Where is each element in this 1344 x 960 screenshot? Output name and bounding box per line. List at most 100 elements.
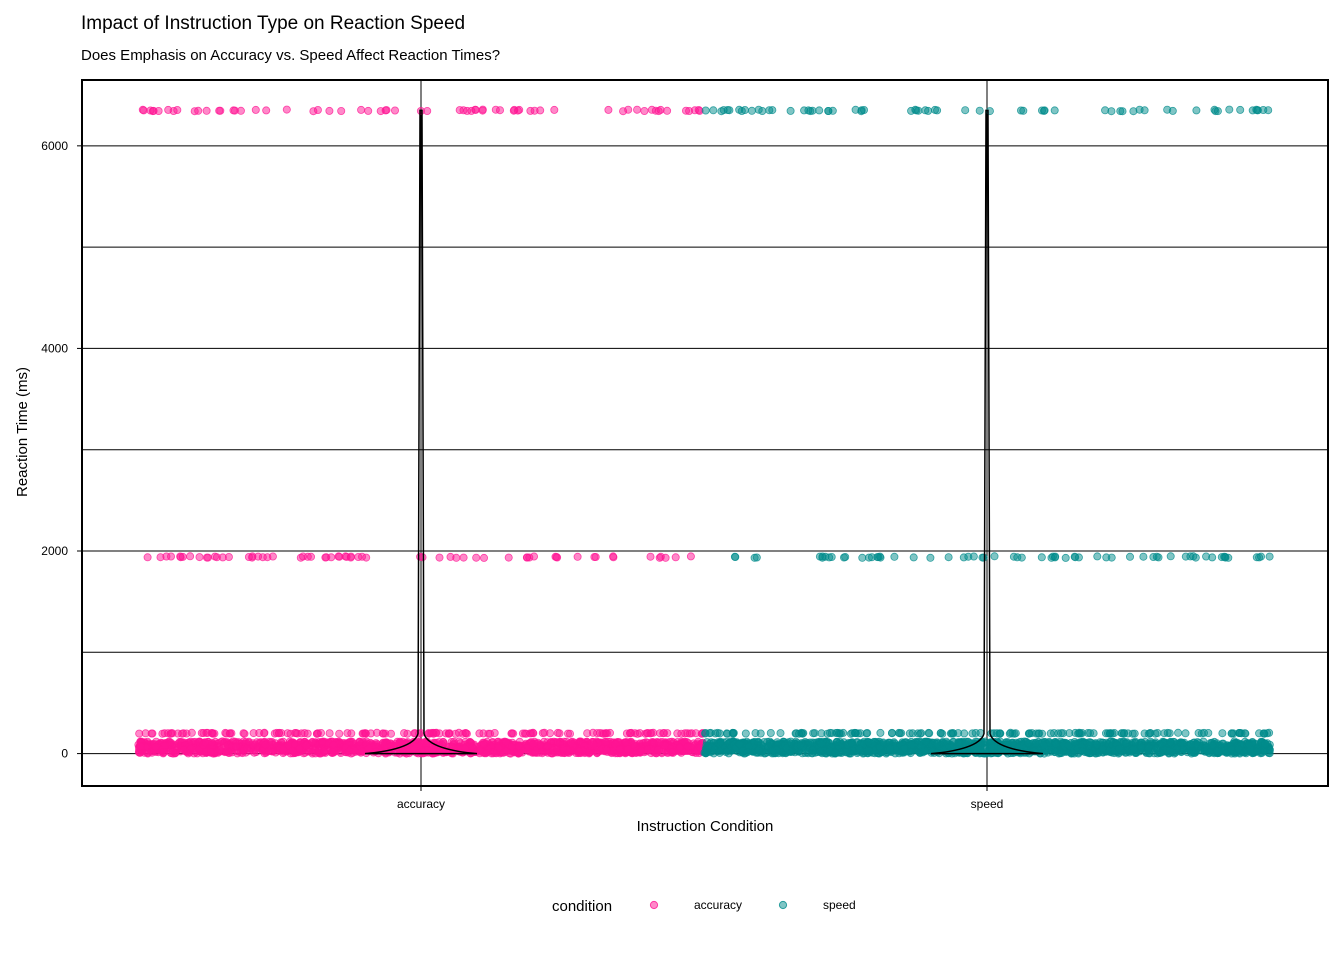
data-point: [378, 729, 387, 738]
data-point: [221, 742, 230, 751]
data-point: [685, 729, 694, 738]
data-point: [444, 729, 453, 738]
data-point: [1024, 739, 1033, 748]
data-point: [743, 748, 752, 757]
data-point: [182, 729, 191, 738]
data-point: [282, 105, 291, 114]
data-point: [750, 553, 759, 562]
data-point: [364, 744, 373, 753]
data-point: [598, 729, 607, 738]
data-point: [1093, 552, 1102, 561]
data-point: [1035, 729, 1044, 738]
data-point: [298, 552, 307, 561]
data-point: [520, 729, 529, 738]
data-point: [1057, 729, 1066, 738]
data-point: [857, 107, 866, 116]
data-point: [354, 553, 363, 562]
data-point: [817, 739, 826, 748]
data-point: [160, 741, 169, 750]
data-point: [1218, 739, 1227, 748]
data-point: [139, 106, 148, 115]
data-point: [683, 742, 692, 751]
data-point: [668, 748, 677, 757]
x-tick-label: speed: [971, 797, 1004, 811]
data-point: [248, 552, 257, 561]
data-point: [768, 747, 777, 756]
data-point: [924, 106, 933, 115]
data-point: [1265, 552, 1274, 561]
data-point: [243, 744, 252, 753]
data-point: [1046, 729, 1055, 738]
data-point: [659, 729, 668, 738]
data-point: [716, 747, 725, 756]
data-point: [168, 729, 177, 738]
data-point: [381, 106, 390, 115]
data-point: [643, 745, 652, 754]
data-point: [325, 106, 334, 115]
data-point: [621, 738, 630, 747]
data-point: [1051, 552, 1060, 561]
data-point: [1050, 106, 1059, 115]
data-point: [197, 729, 206, 738]
data-point: [671, 553, 680, 562]
data-point: [303, 729, 312, 738]
data-point: [215, 106, 224, 115]
data-point: [364, 106, 373, 115]
data-point: [416, 552, 425, 561]
data-point: [768, 106, 777, 115]
data-point: [1017, 553, 1026, 562]
data-point: [1234, 745, 1243, 754]
data-point: [435, 729, 444, 738]
data-point: [203, 553, 212, 562]
data-point: [723, 106, 732, 115]
data-point: [1092, 740, 1101, 749]
data-point: [895, 729, 904, 738]
data-point: [938, 729, 947, 738]
data-point: [355, 738, 364, 747]
data-point: [461, 729, 470, 738]
data-point: [1227, 729, 1236, 738]
chart-subtitle: Does Emphasis on Accuracy vs. Speed Affe…: [81, 47, 500, 64]
data-point: [606, 728, 615, 737]
data-point: [653, 746, 662, 755]
legend: condition accuracy speed: [552, 898, 856, 915]
data-point: [1225, 105, 1234, 114]
data-point: [452, 553, 461, 562]
data-point: [173, 106, 182, 115]
data-point: [319, 747, 328, 756]
data-point: [502, 738, 511, 747]
data-point: [1039, 741, 1048, 750]
data-point: [1118, 107, 1127, 116]
data-point: [251, 105, 260, 114]
data-point: [969, 552, 978, 561]
data-point: [701, 729, 710, 738]
data-point: [786, 737, 795, 746]
data-point: [874, 553, 883, 562]
data-point: [709, 106, 718, 115]
data-point: [1086, 729, 1095, 738]
data-point: [973, 745, 982, 754]
legend-title: condition: [552, 898, 612, 915]
data-point: [1168, 106, 1177, 115]
data-point: [622, 729, 631, 738]
data-point: [258, 553, 267, 562]
data-point: [1071, 553, 1080, 562]
data-point: [604, 105, 613, 114]
data-point: [507, 743, 516, 752]
data-point: [1108, 729, 1117, 738]
data-point: [509, 729, 518, 738]
data-point: [583, 729, 592, 738]
data-point: [961, 106, 970, 115]
data-point: [288, 747, 297, 756]
data-point: [1070, 738, 1079, 747]
data-point: [729, 729, 738, 738]
data-point: [313, 106, 322, 115]
data-point: [944, 553, 953, 562]
data-point: [601, 737, 610, 746]
data-point: [1151, 729, 1160, 738]
legend-label-accuracy: accuracy: [694, 898, 742, 912]
data-point: [981, 737, 990, 746]
data-point: [351, 747, 360, 756]
data-point: [1236, 105, 1245, 114]
data-point: [1257, 552, 1266, 561]
